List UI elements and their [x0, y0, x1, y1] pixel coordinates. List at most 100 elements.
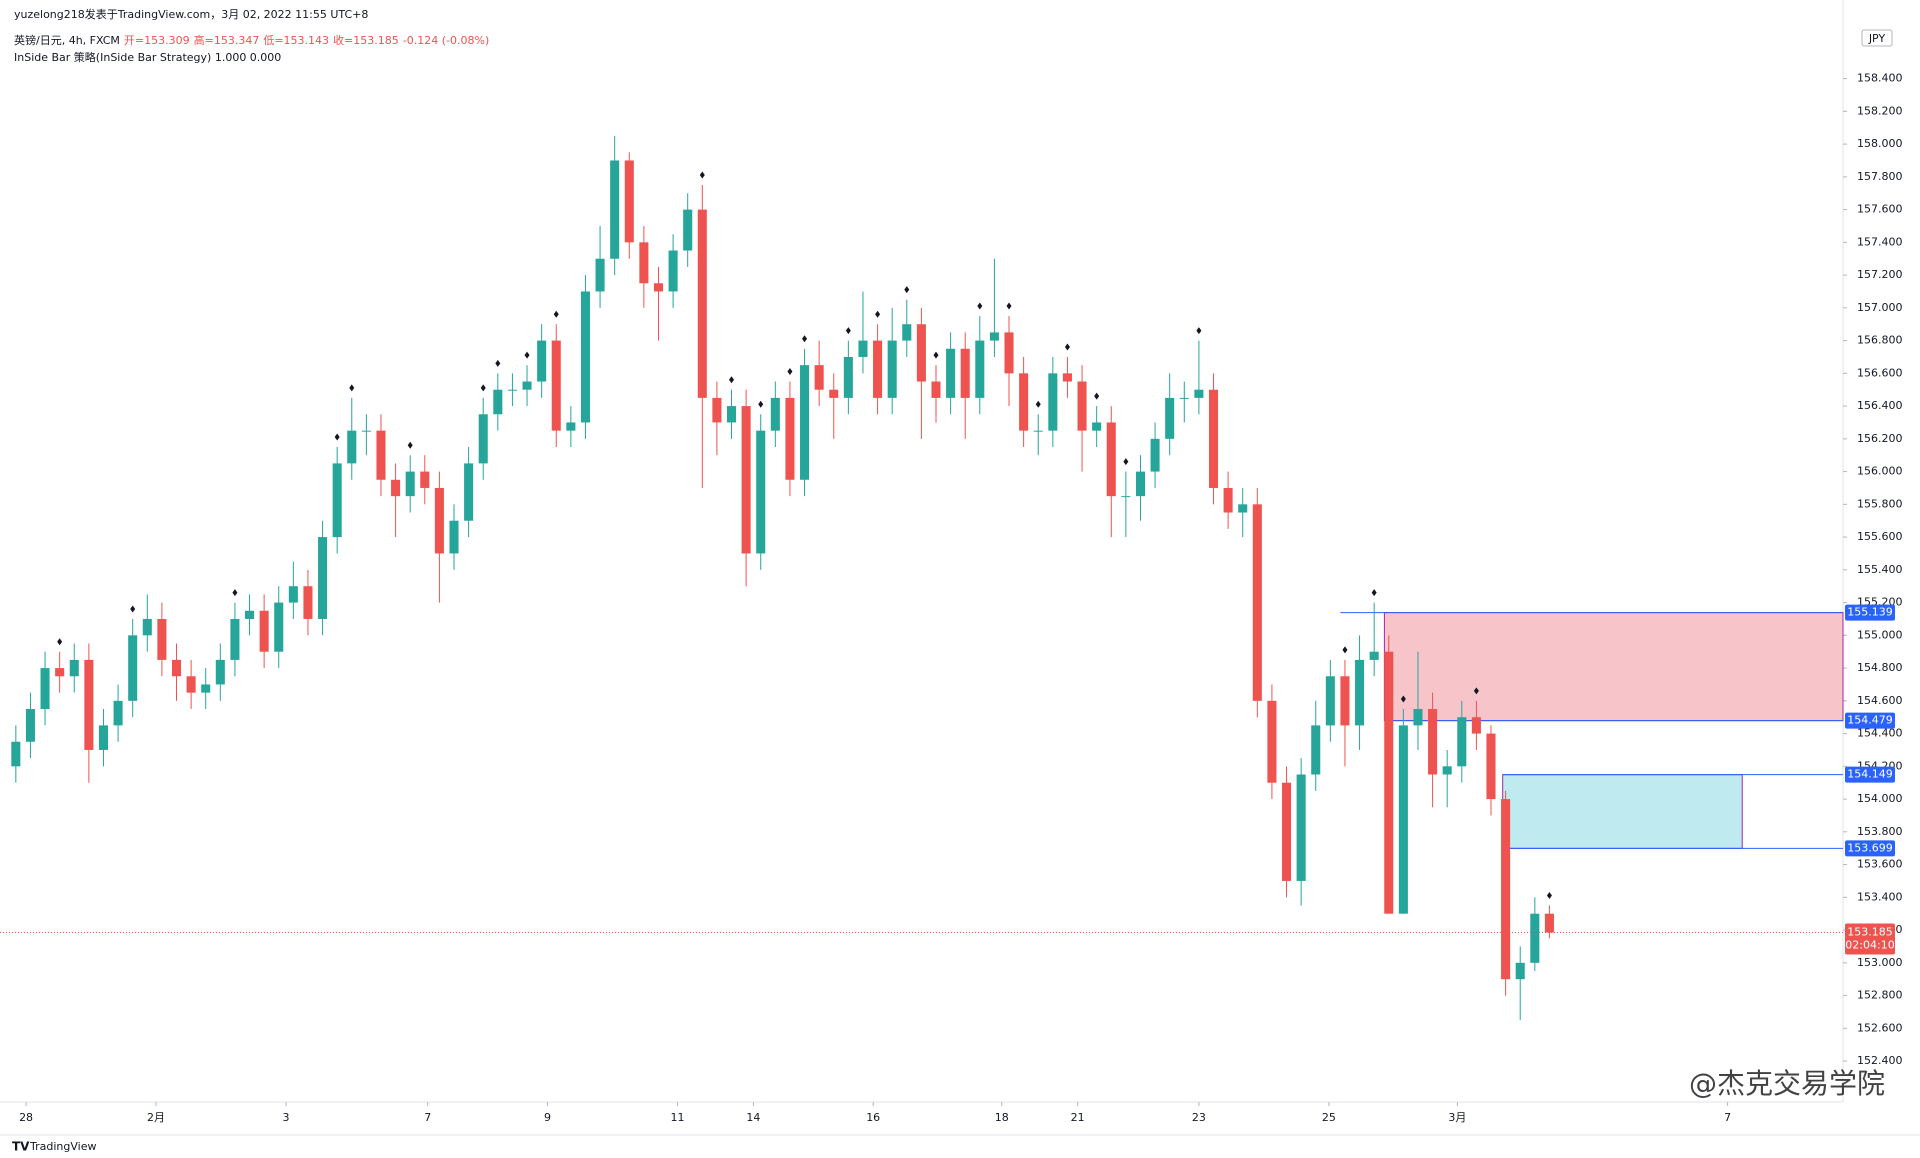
candle-body [551, 340, 561, 431]
candle-body [814, 365, 824, 390]
candle-body [332, 463, 342, 538]
candle-body [303, 586, 313, 619]
candle-body [741, 406, 751, 554]
x-tick-label: 18 [995, 1111, 1009, 1124]
signal-marker [1400, 695, 1406, 703]
candle-body [1486, 733, 1496, 800]
countdown: 02:04:10 [1845, 939, 1894, 952]
candle-body [288, 586, 298, 603]
x-tick-label: 21 [1071, 1111, 1085, 1124]
y-tick-label: 155.600 [1857, 530, 1903, 543]
currency: JPY [1868, 32, 1886, 45]
y-tick-label: 155.400 [1857, 563, 1903, 576]
candle-body [1004, 332, 1014, 374]
candle-body [11, 741, 21, 767]
candle-body [1325, 676, 1335, 726]
signal-marker [524, 351, 530, 359]
y-tick-label: 153.800 [1857, 825, 1903, 838]
candle-body [537, 340, 547, 382]
price-tag [1845, 766, 1895, 783]
last-price-label: 153.185 [1847, 926, 1893, 939]
publisher: yuzelong218发表于TradingView.com，3月 02, 202… [14, 8, 369, 21]
signal-marker [699, 171, 705, 179]
y-tick-label: 152.600 [1857, 1021, 1903, 1034]
candle-body [259, 610, 269, 652]
indicator: InSide Bar 策略(InSide Bar Strategy) 1.000… [14, 51, 282, 64]
signal-marker [1006, 302, 1012, 310]
candle-body [624, 160, 634, 243]
x-tick-label: 9 [544, 1111, 551, 1124]
candle-body [916, 324, 926, 382]
y-tick-label: 155.800 [1857, 497, 1903, 510]
y-tick-label: 152.800 [1857, 989, 1903, 1002]
candle-body [1135, 471, 1145, 497]
ohlc-value: 开=153.309 [123, 34, 190, 47]
candle-body [142, 618, 152, 636]
candle-body [1121, 496, 1131, 498]
price-tag [1845, 712, 1895, 729]
candle-body [1398, 725, 1408, 914]
candle-body [347, 430, 357, 464]
candle-body [683, 209, 693, 251]
candle-body [595, 258, 605, 292]
y-tick-label: 156.200 [1857, 432, 1903, 445]
candle-body [186, 676, 196, 693]
zone [1502, 774, 1743, 849]
x-tick-label: 14 [746, 1111, 760, 1124]
footer-brand: TradingView [29, 1140, 96, 1153]
signal-marker [334, 433, 340, 441]
signal-marker [802, 335, 808, 343]
signal-marker [729, 376, 735, 384]
candle-body [858, 340, 868, 357]
y-tick-label: 157.200 [1857, 268, 1903, 281]
candle-body [1442, 766, 1452, 775]
x-tick-label: 7 [424, 1111, 431, 1124]
y-tick-label: 154.400 [1857, 727, 1903, 740]
ohlc-value: 高=153.347 [193, 34, 260, 47]
candle-body [1355, 659, 1365, 726]
signal-marker [480, 384, 486, 392]
candle-body [201, 684, 211, 693]
candle-body [507, 389, 517, 391]
candle-body [770, 397, 780, 431]
zone [1383, 612, 1844, 722]
signal-marker [1546, 892, 1552, 900]
x-tick-label: 25 [1322, 1111, 1336, 1124]
signal-marker [1123, 458, 1129, 466]
candle-body [1223, 487, 1233, 513]
candle-body [1048, 373, 1058, 431]
y-tick-label: 157.000 [1857, 301, 1903, 314]
candle-body [361, 430, 371, 432]
y-tick-label: 158.000 [1857, 137, 1903, 150]
footer-logo: TV [12, 1140, 30, 1154]
symbol: 英镑/日元, 4h, FXCM [14, 34, 120, 47]
signal-marker [1371, 589, 1377, 597]
candle-body [785, 397, 795, 480]
candle-body [1530, 913, 1540, 963]
candle-body [171, 659, 182, 677]
candle-body [245, 610, 255, 619]
candle-body [960, 348, 970, 398]
candle-body [84, 659, 94, 750]
y-tick-label: 154.000 [1857, 792, 1903, 805]
candle-body [55, 668, 65, 677]
signal-marker [977, 302, 983, 310]
candle-body [1544, 913, 1554, 933]
y-tick-label: 155.000 [1857, 628, 1903, 641]
x-tick-label: 11 [670, 1111, 684, 1124]
candle-body [376, 430, 386, 480]
candle-body [873, 340, 883, 398]
signal-marker [875, 310, 881, 318]
candle-body [1515, 962, 1525, 980]
y-tick-label: 153.400 [1857, 890, 1903, 903]
candle-body [566, 422, 576, 431]
x-tick-label: 3月 [1448, 1111, 1466, 1124]
candle-body [639, 242, 649, 284]
signal-marker [1473, 687, 1479, 695]
price-tag-label: 155.139 [1847, 606, 1893, 619]
candle-body [653, 283, 664, 292]
y-tick-label: 153.600 [1857, 858, 1903, 871]
price-tag-label: 154.479 [1847, 714, 1893, 727]
candle-body [1077, 381, 1087, 431]
